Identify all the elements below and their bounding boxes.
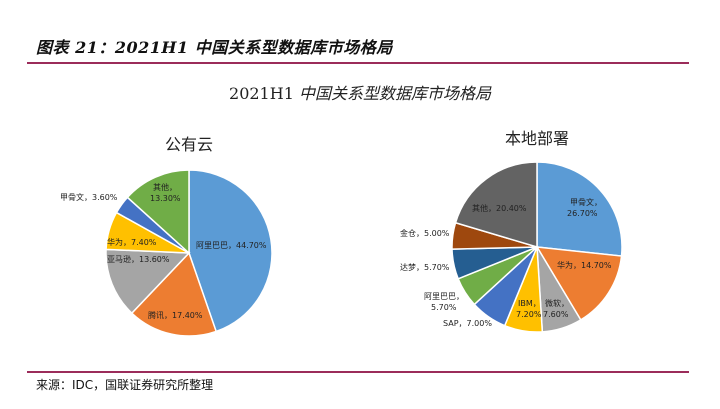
source-note: 来源：IDC，国联证券研究所整理 — [36, 378, 214, 392]
top-divider — [27, 62, 689, 64]
label-huawei-r: 华为，14.70% — [557, 260, 612, 270]
label-ibm-2: 7.20% — [516, 310, 542, 319]
label-amazon: 亚马逊，13.60% — [107, 254, 170, 264]
label-huawei: 华为，7.40% — [107, 237, 157, 247]
right-pie-title: 本地部署 — [505, 129, 569, 148]
label-other-r: 其他，20.40% — [472, 203, 527, 213]
on-premise-pie — [451, 161, 623, 333]
pie-slice — [126, 169, 190, 255]
figure-title: 图表 21：2021H1 中国关系型数据库市场格局 — [36, 38, 393, 57]
label-dameng: 达梦，5.70% — [400, 262, 450, 272]
chart-suptitle-text: 中国关系型数据库市场格局 — [298, 84, 491, 103]
label-alibaba: 阿里巴巴，44.70% — [196, 241, 267, 250]
bottom-divider — [27, 371, 689, 373]
pie-slice — [130, 251, 218, 337]
label-alibaba-r-1: 阿里巴巴， — [424, 292, 464, 301]
pie-slice — [188, 169, 273, 333]
pie-slice — [536, 161, 623, 257]
label-oracle-r-2: 26.70% — [567, 209, 598, 218]
label-oracle: 甲骨文，3.60% — [60, 192, 118, 202]
label-other-2: 13.30% — [150, 194, 181, 203]
public-cloud-pie — [105, 169, 273, 337]
pie-slice — [454, 161, 538, 249]
label-alibaba-r-2: 5.70% — [431, 303, 457, 312]
pie-slice — [105, 248, 191, 315]
chart-suptitle: 2021H1 中国关系型数据库市场格局 — [0, 80, 720, 104]
left-pie-title: 公有云 — [165, 135, 213, 154]
label-microsoft-2: 7.60% — [543, 310, 569, 319]
label-oracle-r-1: 甲骨文， — [570, 197, 602, 207]
chart-suptitle-year: 2021H1 — [229, 84, 299, 103]
pie-slice — [535, 246, 623, 321]
label-sap: SAP，7.00% — [443, 319, 492, 328]
label-tencent: 腾讯，17.40% — [148, 310, 203, 320]
label-other-1: 其他， — [153, 182, 177, 192]
label-microsoft-1: 微软， — [545, 298, 569, 308]
label-ibm-1: IBM， — [518, 299, 541, 308]
label-kingbase: 金仓，5.00% — [400, 228, 450, 238]
